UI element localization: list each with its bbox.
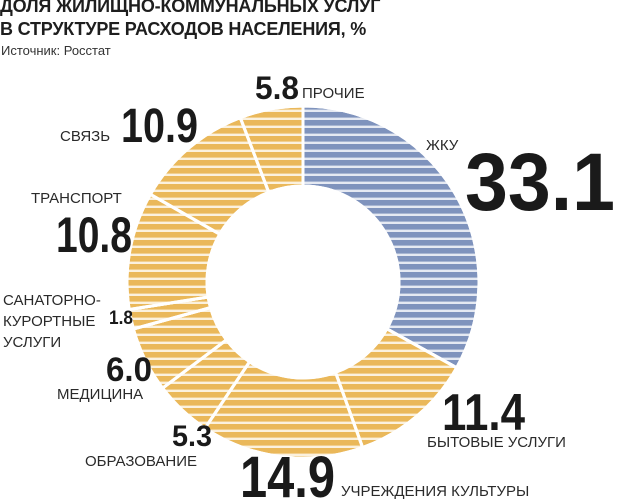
value-bytovye-uslugi: 11.4 [442, 384, 525, 442]
label-sanatorno-line-3: УСЛУГИ [3, 334, 61, 351]
title-line-1: ДОЛЯ ЖИЛИЩНО-КОММУНАЛЬНЫХ УСЛУГ [0, 0, 381, 16]
label-meditsina: МЕДИЦИНА [57, 386, 143, 403]
value-obrazovanie: 5.3 [172, 420, 212, 453]
label-svyaz: СВЯЗЬ [60, 128, 110, 145]
value-zhku: 33.1 [465, 137, 615, 228]
label-obrazovanie: ОБРАЗОВАНИЕ [85, 453, 197, 470]
label-zhku: ЖКУ [426, 137, 459, 154]
source-note: Источник: Росстат [1, 43, 111, 58]
title-line-2: В СТРУКТУРЕ РАСХОДОВ НАСЕЛЕНИЯ, % [0, 19, 367, 39]
slice-1-stripes [301, 104, 481, 370]
value-uchrezhdeniya-kultury: 14.9 [240, 445, 335, 502]
slice-9-stripes [238, 104, 305, 195]
label-sanatorno-line-2: КУРОРТНЫЕ [3, 313, 95, 330]
label-transport: ТРАНСПОРТ [31, 190, 122, 207]
value-meditsina: 6.0 [106, 351, 152, 389]
value-svyaz: 10.9 [121, 100, 198, 153]
label-sanatorno-line-1: САНАТОРНО- [3, 292, 101, 309]
label-bytovye-uslugi: БЫТОВЫЕ УСЛУГИ [427, 434, 566, 451]
chart-title: ДОЛЯ ЖИЛИЩНО-КОММУНАЛЬНЫХ УСЛУГ В СТРУКТ… [0, 0, 380, 41]
donut-slices [125, 104, 481, 460]
label-prochie: ПРОЧИЕ [302, 85, 365, 102]
value-transport: 10.8 [56, 207, 132, 263]
value-prochie: 5.8 [255, 70, 299, 106]
label-uchrezhdeniya-kultury: УЧРЕЖДЕНИЯ КУЛЬТУРЫ [341, 483, 529, 500]
value-sanatorno: 1.8 [109, 308, 133, 329]
